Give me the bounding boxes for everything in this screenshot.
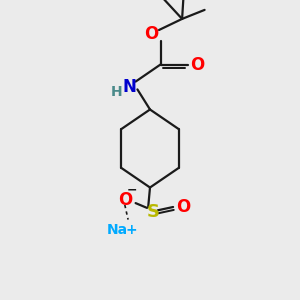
- Text: N: N: [122, 78, 136, 96]
- Text: O: O: [144, 25, 159, 43]
- Text: O: O: [118, 191, 132, 209]
- Text: +: +: [126, 223, 137, 237]
- Text: Na: Na: [107, 223, 128, 237]
- Text: H: H: [111, 85, 122, 98]
- Text: S: S: [146, 203, 160, 221]
- Text: −: −: [127, 183, 137, 196]
- Text: O: O: [176, 198, 190, 216]
- Text: O: O: [190, 56, 204, 74]
